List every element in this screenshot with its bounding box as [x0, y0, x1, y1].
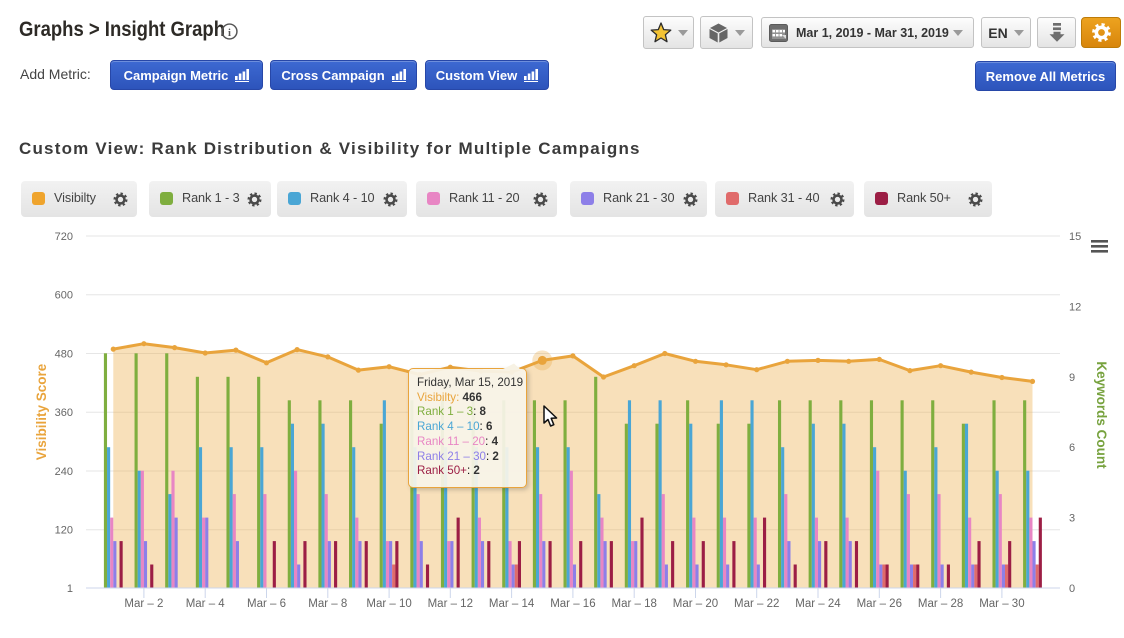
svg-text:Mar – 14: Mar – 14 [489, 598, 535, 610]
svg-text:i: i [228, 28, 231, 39]
svg-text:Mar – 6: Mar – 6 [247, 598, 286, 610]
svg-text:Mar – 30: Mar – 30 [979, 598, 1024, 610]
svg-text:Mar – 2: Mar – 2 [124, 598, 163, 610]
svg-text:360: 360 [55, 407, 73, 419]
svg-text:Keywords Count: Keywords Count [1094, 361, 1109, 469]
svg-text:0: 0 [1069, 583, 1075, 595]
svg-text:Mar – 8: Mar – 8 [308, 598, 347, 610]
svg-text:Mar – 16: Mar – 16 [550, 598, 595, 610]
svg-text:Mar – 12: Mar – 12 [428, 598, 473, 610]
svg-text:15: 15 [1069, 231, 1081, 243]
svg-text:1: 1 [67, 583, 73, 595]
svg-text:600: 600 [55, 290, 73, 302]
svg-text:480: 480 [55, 349, 73, 361]
svg-text:Mar – 28: Mar – 28 [918, 598, 963, 610]
svg-text:9: 9 [1069, 372, 1075, 384]
svg-text:Mar – 24: Mar – 24 [795, 598, 841, 610]
svg-text:Mar – 22: Mar – 22 [734, 598, 779, 610]
svg-text:Visibility Score: Visibility Score [34, 363, 49, 460]
svg-text:720: 720 [55, 231, 73, 243]
svg-text:240: 240 [55, 466, 73, 478]
svg-text:120: 120 [55, 525, 73, 537]
svg-text:Mar – 26: Mar – 26 [857, 598, 902, 610]
svg-text:Mar – 10: Mar – 10 [366, 598, 411, 610]
svg-text:Mar – 20: Mar – 20 [673, 598, 718, 610]
svg-text:3: 3 [1069, 513, 1075, 525]
svg-text:12: 12 [1069, 301, 1081, 313]
svg-text:Mar – 18: Mar – 18 [612, 598, 657, 610]
svg-text:6: 6 [1069, 442, 1075, 454]
svg-text:Mar – 4: Mar – 4 [186, 598, 226, 610]
